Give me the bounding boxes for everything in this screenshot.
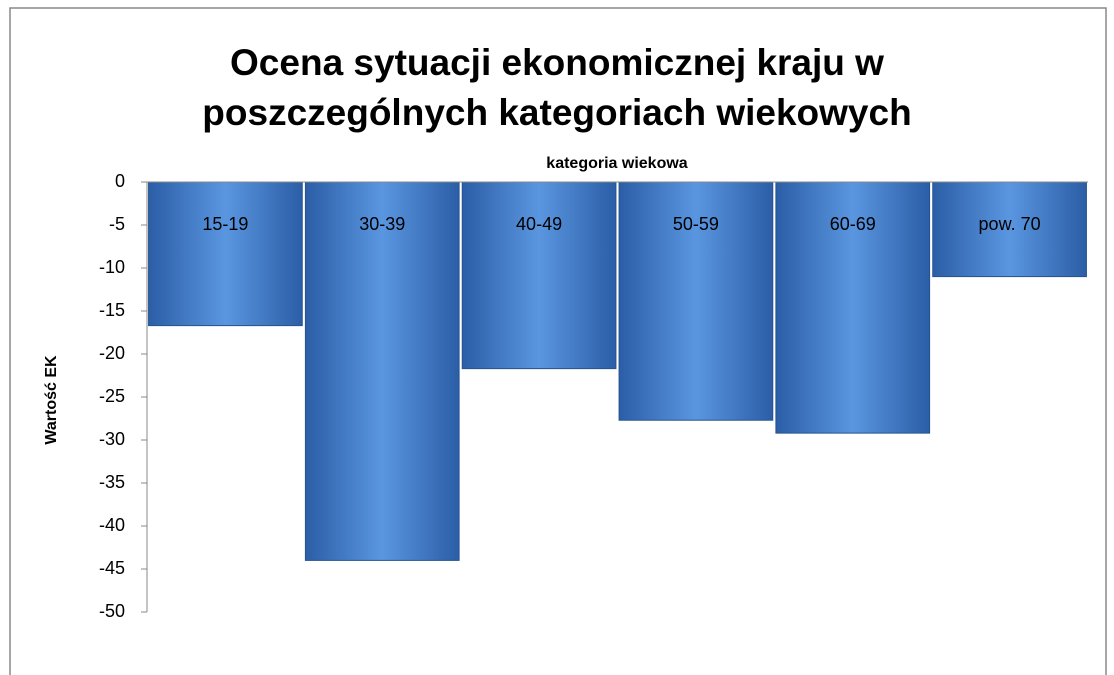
y-tick-label: -35	[99, 472, 125, 492]
frame	[9, 7, 1107, 675]
y-tick-label: -15	[99, 300, 125, 320]
x-tick-label: 60-69	[830, 214, 876, 234]
y-tick-label: -5	[109, 214, 125, 234]
x-tick-label: 15-19	[202, 214, 248, 234]
y-tick-label: -30	[99, 429, 125, 449]
bar	[618, 181, 774, 421]
y-axis-title: Wartość EK	[43, 355, 60, 445]
bar	[304, 181, 460, 561]
bar	[932, 181, 1087, 278]
x-tick-label: 40-49	[516, 214, 562, 234]
x-tick-label: 30-39	[359, 214, 405, 234]
y-tick-label: -50	[99, 601, 125, 621]
x-tick-label: pow. 70	[979, 214, 1041, 234]
bar	[775, 181, 931, 434]
bar	[461, 181, 617, 370]
y-tick-label: -10	[99, 257, 125, 277]
y-tick-label: -40	[99, 515, 125, 535]
chart-title: Ocena sytuacji ekonomicznej kraju w posz…	[202, 42, 912, 133]
bar	[148, 181, 303, 327]
y-tick-label: -45	[99, 558, 125, 578]
y-tick-label: 0	[115, 171, 125, 191]
y-tick-label: -20	[99, 343, 125, 363]
x-axis-title: kategoria wiekowa	[546, 155, 687, 172]
x-tick-label: 50-59	[673, 214, 719, 234]
y-tick-label: -25	[99, 386, 125, 406]
